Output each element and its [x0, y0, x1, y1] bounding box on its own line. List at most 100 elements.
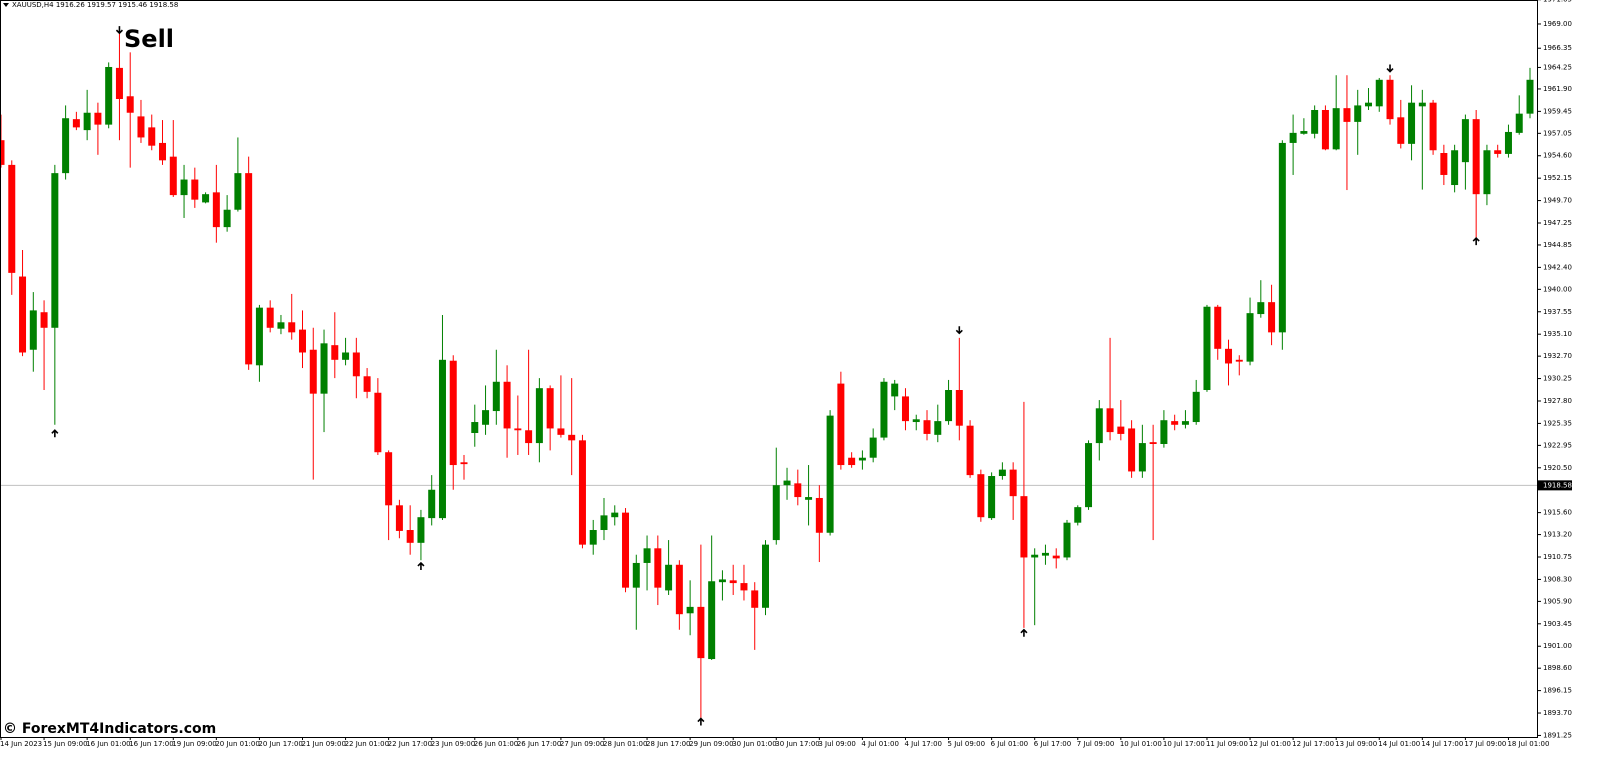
- candle-body: [1257, 302, 1265, 315]
- candle-body: [212, 192, 220, 228]
- candle-body: [417, 517, 425, 543]
- plot-border: [0, 0, 1538, 738]
- x-tick-label: 5 Jul 09:00: [948, 740, 986, 748]
- candle-body: [460, 462, 468, 465]
- x-tick-label: 19 Jun 09:00: [172, 740, 216, 748]
- buy-arrow: [1472, 236, 1480, 246]
- y-tick-label: 1932.70: [1543, 352, 1572, 360]
- candle-body: [1440, 153, 1448, 175]
- x-tick-label: 14 Jun 2023: [0, 740, 42, 748]
- candle-body: [1278, 142, 1286, 333]
- candle-body: [945, 390, 953, 422]
- y-tick-label: 1910.75: [1543, 553, 1572, 561]
- candle-body: [611, 512, 619, 518]
- candle-body: [406, 530, 414, 543]
- candle-body: [1052, 555, 1060, 559]
- candle-body: [772, 485, 780, 541]
- candle-body: [169, 156, 177, 196]
- candle-body: [1461, 119, 1469, 163]
- candle-body: [891, 383, 899, 397]
- candle-body: [331, 345, 339, 360]
- candle-body: [1364, 102, 1372, 107]
- candle-body: [1074, 507, 1082, 523]
- candle-body: [1268, 302, 1276, 333]
- candle-body: [740, 583, 748, 591]
- candle-body: [718, 579, 726, 583]
- candle-body: [202, 194, 210, 203]
- candle-body: [1020, 496, 1028, 558]
- candle-body: [643, 548, 651, 563]
- candle-body: [535, 388, 543, 444]
- candle-body: [1289, 132, 1297, 143]
- candle-body: [395, 505, 403, 531]
- x-tick-label: 18 Jul 01:00: [1507, 740, 1549, 748]
- candle-body: [471, 422, 479, 434]
- candle-body: [858, 457, 866, 461]
- candle-body: [245, 173, 253, 365]
- x-tick-label: 4 Jul 01:00: [861, 740, 899, 748]
- candle-body: [62, 118, 70, 174]
- candle-body: [438, 359, 446, 519]
- candle-body: [105, 66, 113, 125]
- candle-body: [815, 497, 823, 533]
- candle-body: [751, 590, 759, 608]
- candle-body: [848, 457, 856, 466]
- candle-body: [385, 452, 393, 506]
- candle-body: [1483, 150, 1491, 195]
- x-tick-label: 4 Jul 17:00: [904, 740, 942, 748]
- x-tick-label: 27 Jun 09:00: [560, 740, 604, 748]
- candle-body: [1246, 313, 1254, 362]
- candle-body: [998, 469, 1006, 477]
- y-tick-label: 1920.50: [1543, 464, 1572, 472]
- y-tick-label: 1915.60: [1543, 509, 1572, 517]
- candle-body: [1138, 443, 1146, 472]
- candle-body: [449, 360, 457, 466]
- candle-body: [363, 376, 371, 392]
- y-tick-label: 1944.85: [1543, 241, 1572, 249]
- candle-body: [837, 383, 845, 466]
- candle-body: [1095, 408, 1103, 444]
- candle-body: [51, 173, 59, 328]
- candle-body: [428, 489, 436, 519]
- plot-area: [0, 26, 1537, 726]
- y-tick-label: 1966.35: [1543, 44, 1572, 52]
- candle-body: [923, 420, 931, 434]
- candle-body: [266, 307, 274, 328]
- x-tick-label: 7 Jul 09:00: [1077, 740, 1115, 748]
- candle-body: [988, 476, 996, 519]
- candle-body: [966, 425, 974, 476]
- candle-body: [29, 310, 37, 350]
- x-tick-label: 23 Jun 09:00: [431, 740, 475, 748]
- candle-body: [1009, 469, 1017, 497]
- candle-body: [686, 606, 694, 614]
- x-tick-label: 28 Jun 01:00: [603, 740, 647, 748]
- candle-body: [901, 396, 909, 422]
- candle-body: [589, 530, 597, 545]
- sell-arrow: [1386, 64, 1394, 73]
- candle-body: [374, 392, 382, 453]
- y-tick-label: 1947.25: [1543, 219, 1572, 227]
- watermark: © ForexMT4Indicators.com: [3, 721, 216, 737]
- candle-body: [568, 434, 576, 441]
- x-tick-label: 30 Jun 17:00: [775, 740, 819, 748]
- candle-body: [72, 119, 80, 128]
- y-tick-label: 1942.40: [1543, 263, 1572, 271]
- y-tick-label: 1971.65: [1543, 0, 1572, 4]
- candle-body: [19, 276, 27, 353]
- candle-body: [869, 437, 877, 458]
- candle-body: [1311, 109, 1319, 134]
- y-tick-label: 1922.95: [1543, 441, 1572, 449]
- x-tick-label: 3 Jul 09:00: [818, 740, 856, 748]
- candle-body: [94, 112, 102, 125]
- x-tick-label: 11 Jul 09:00: [1206, 740, 1248, 748]
- candle-body: [794, 483, 802, 498]
- candle-body: [600, 515, 608, 531]
- y-tick-label: 1898.60: [1543, 664, 1572, 672]
- candle-body: [546, 388, 554, 429]
- candle-body: [309, 349, 317, 394]
- candle-body: [1181, 421, 1189, 425]
- candle-body: [298, 329, 306, 353]
- candle-body: [1321, 109, 1329, 150]
- menu-icon[interactable]: [3, 3, 9, 7]
